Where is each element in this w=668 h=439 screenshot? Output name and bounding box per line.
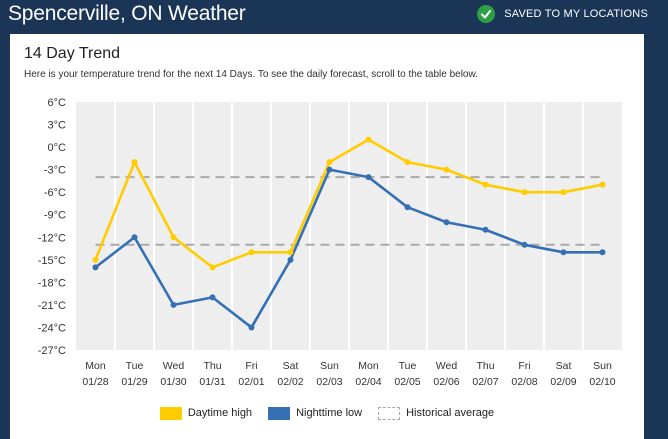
daytime-high-point[interactable] bbox=[131, 159, 138, 166]
y-tick-label: -15°C bbox=[38, 255, 66, 267]
chart-legend: Daytime high Nighttime low Historical av… bbox=[10, 405, 644, 421]
daytime-high-point[interactable] bbox=[404, 159, 411, 166]
page-title: Spencerville, ON Weather bbox=[8, 2, 246, 25]
nighttime-low-point[interactable] bbox=[443, 219, 450, 226]
daytime-high-point[interactable] bbox=[599, 181, 606, 188]
y-tick-label: -21°C bbox=[38, 300, 66, 312]
nighttime-low-point[interactable] bbox=[482, 226, 489, 233]
x-tick-day: Tue bbox=[399, 360, 417, 372]
daytime-high-point[interactable] bbox=[287, 249, 294, 256]
daytime-high-point[interactable] bbox=[170, 234, 177, 241]
header-bar: Spencerville, ON Weather SAVED TO MY LOC… bbox=[0, 0, 668, 30]
nighttime-low-point[interactable] bbox=[599, 249, 606, 256]
x-tick-day: Mon bbox=[85, 360, 106, 372]
y-tick-label: -27°C bbox=[38, 345, 66, 357]
x-tick-date: 01/28 bbox=[82, 376, 108, 388]
daytime-high-point[interactable] bbox=[326, 159, 333, 166]
daytime-high-point[interactable] bbox=[248, 249, 255, 256]
nighttime-low-point[interactable] bbox=[170, 301, 177, 308]
nighttime-low-point[interactable] bbox=[326, 166, 333, 173]
x-tick-date: 02/08 bbox=[511, 376, 537, 388]
nighttime-low-point[interactable] bbox=[287, 256, 294, 263]
x-tick-date: 02/10 bbox=[589, 376, 615, 388]
daytime-high-point[interactable] bbox=[443, 166, 450, 173]
nighttime-low-point[interactable] bbox=[209, 294, 216, 301]
trend-chart: 6°C 3°C 0°C -3°C -6°C -9°C -12°C -15°C -18°C -21°… bbox=[38, 97, 622, 388]
legend-item-daytime[interactable]: Daytime high bbox=[159, 406, 253, 420]
nighttime-low-point[interactable] bbox=[248, 324, 255, 331]
nighttime-low-point[interactable] bbox=[131, 234, 138, 241]
nighttime-swatch bbox=[268, 406, 291, 420]
y-tick-label: -18°C bbox=[38, 277, 66, 289]
nighttime-low-point[interactable] bbox=[365, 174, 372, 181]
x-tick-date: 02/01 bbox=[238, 376, 264, 388]
y-tick-label: -3°C bbox=[44, 165, 66, 177]
nighttime-low-point[interactable] bbox=[560, 249, 567, 256]
x-tick-day: Wed bbox=[163, 360, 185, 372]
y-tick-label: 6°C bbox=[48, 97, 67, 109]
x-tick-date: 01/31 bbox=[199, 376, 225, 388]
x-tick-day: Mon bbox=[358, 360, 379, 372]
y-tick-label: -12°C bbox=[38, 232, 66, 244]
legend-item-nighttime[interactable]: Nighttime low bbox=[268, 406, 363, 420]
x-tick-date: 02/09 bbox=[550, 376, 576, 388]
historical-swatch bbox=[378, 406, 401, 420]
x-tick-date: 02/02 bbox=[277, 376, 303, 388]
x-tick-day: Fri bbox=[245, 360, 257, 372]
daytime-high-point[interactable] bbox=[482, 181, 489, 188]
nighttime-low-line bbox=[94, 168, 603, 329]
x-tick-date: 02/05 bbox=[394, 376, 420, 388]
y-tick-label: 3°C bbox=[48, 120, 67, 132]
daytime-high-point[interactable] bbox=[521, 189, 528, 196]
x-tick-date: 01/29 bbox=[121, 376, 147, 388]
daytime-high-point[interactable] bbox=[365, 136, 372, 143]
x-tick-day: Sat bbox=[283, 360, 299, 372]
x-tick-date: 02/04 bbox=[355, 376, 381, 388]
x-tick-date: 02/03 bbox=[316, 376, 342, 388]
checkmark-icon bbox=[477, 5, 496, 23]
y-tick-label: -9°C bbox=[44, 210, 66, 222]
y-tick-label: -6°C bbox=[44, 187, 66, 199]
daytime-high-point[interactable] bbox=[560, 189, 567, 196]
nighttime-low-point[interactable] bbox=[521, 241, 528, 248]
daytime-swatch bbox=[159, 406, 182, 420]
x-tick-day: Thu bbox=[203, 360, 221, 372]
trend-card: 14 Day Trend Here is your temperature tr… bbox=[10, 34, 644, 439]
x-tick-date: 02/06 bbox=[433, 376, 459, 388]
y-tick-label: -24°C bbox=[38, 322, 66, 334]
legend-item-historical[interactable]: Historical average bbox=[378, 406, 495, 420]
x-tick-day: Tue bbox=[126, 360, 144, 372]
y-tick-label: 0°C bbox=[48, 142, 67, 154]
x-tick-date: 02/07 bbox=[472, 376, 498, 388]
x-tick-day: Sun bbox=[593, 360, 612, 372]
saved-label: SAVED TO MY LOCATIONS bbox=[504, 8, 648, 20]
legend-label-nighttime: Nighttime low bbox=[296, 407, 363, 419]
daytime-high-point[interactable] bbox=[209, 264, 216, 271]
nighttime-low-point[interactable] bbox=[404, 204, 411, 211]
card-subtitle: Here is your temperature trend for the n… bbox=[24, 69, 478, 80]
x-tick-day: Thu bbox=[476, 360, 494, 372]
legend-label-historical: Historical average bbox=[406, 407, 495, 419]
daytime-high-point[interactable] bbox=[92, 256, 99, 263]
nighttime-low-point[interactable] bbox=[92, 264, 99, 271]
x-tick-date: 01/30 bbox=[160, 376, 186, 388]
x-tick-day: Sun bbox=[320, 360, 339, 372]
x-tick-day: Wed bbox=[436, 360, 458, 372]
x-tick-day: Fri bbox=[518, 360, 530, 372]
daytime-high-line bbox=[94, 138, 603, 269]
card-title: 14 Day Trend bbox=[24, 45, 121, 62]
saved-to-locations-button[interactable]: SAVED TO MY LOCATIONS bbox=[477, 4, 648, 24]
legend-label-daytime: Daytime high bbox=[187, 407, 253, 419]
x-tick-day: Sat bbox=[556, 360, 572, 372]
